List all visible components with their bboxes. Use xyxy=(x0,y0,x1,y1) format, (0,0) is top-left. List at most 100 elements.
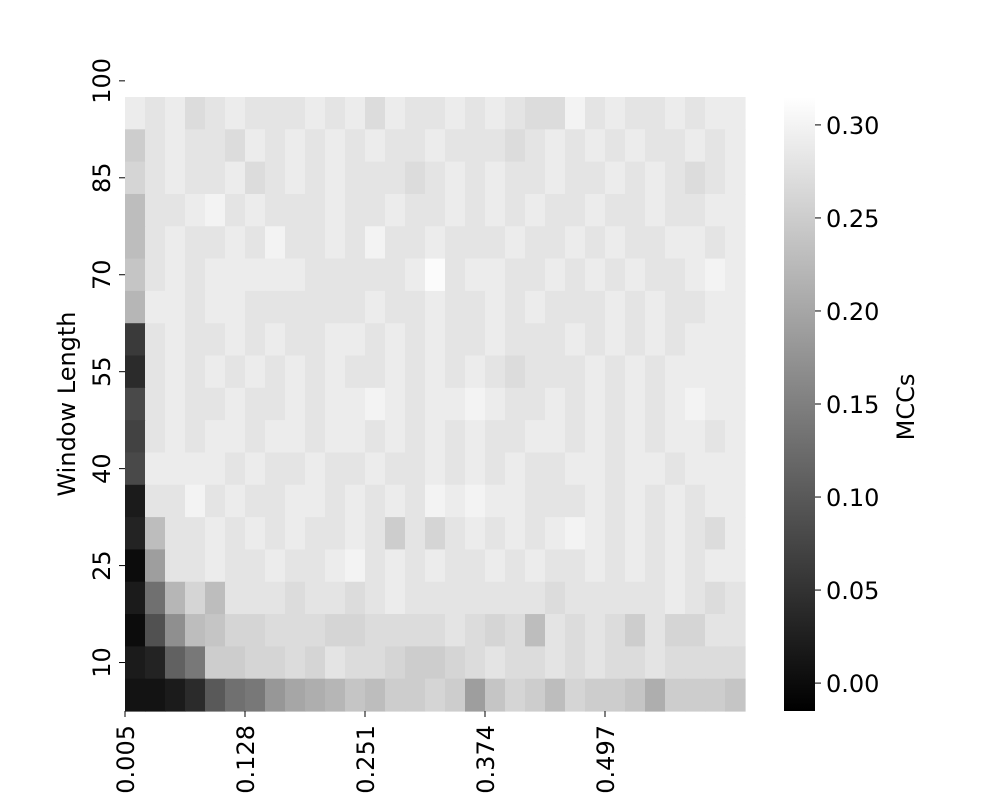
heatmap-cell xyxy=(285,161,306,195)
heatmap-cell xyxy=(305,420,326,454)
heatmap-cell xyxy=(385,258,406,292)
heatmap-cell xyxy=(665,355,686,389)
heatmap-cell xyxy=(485,452,506,486)
heatmap-cell xyxy=(645,161,666,195)
heatmap-cell xyxy=(245,452,266,486)
heatmap-cell xyxy=(505,646,526,680)
heatmap-cell xyxy=(605,226,626,260)
heatmap-cell xyxy=(625,226,646,260)
heatmap-cell xyxy=(405,581,426,615)
heatmap-cell xyxy=(265,193,286,227)
heatmap-cell xyxy=(125,678,146,712)
heatmap-cell xyxy=(125,258,146,292)
heatmap-cell xyxy=(725,387,746,421)
heatmap-cell xyxy=(205,161,226,195)
heatmap-cell xyxy=(365,484,386,518)
heatmap-cell xyxy=(145,97,166,130)
heatmap-cell xyxy=(545,258,566,292)
heatmap-cell xyxy=(645,517,666,551)
heatmap-cell xyxy=(145,646,166,680)
heatmap-cell xyxy=(525,193,546,227)
heatmap-cell xyxy=(665,581,686,615)
heatmap-cell xyxy=(585,97,606,130)
heatmap-cell xyxy=(265,387,286,421)
y-tick-label: 70 xyxy=(88,259,116,290)
heatmap-cell xyxy=(425,420,446,454)
heatmap-cell xyxy=(565,581,586,615)
heatmap-cell xyxy=(385,646,406,680)
heatmap-cell xyxy=(705,678,726,712)
heatmap-cell xyxy=(525,355,546,389)
heatmap-cell xyxy=(525,484,546,518)
heatmap-cell xyxy=(525,614,546,647)
heatmap-cell xyxy=(265,678,286,712)
heatmap-cell xyxy=(545,517,566,551)
heatmap-cell xyxy=(465,678,486,712)
heatmap-cell xyxy=(225,226,246,260)
heatmap-cell xyxy=(345,581,366,615)
heatmap-cell xyxy=(685,420,706,454)
heatmap-cell xyxy=(665,484,686,518)
heatmap-cell xyxy=(305,614,326,647)
heatmap-cell xyxy=(185,517,206,551)
heatmap-cell xyxy=(225,193,246,227)
heatmap-cell xyxy=(725,97,746,130)
heatmap-cell xyxy=(345,97,366,130)
heatmap-cell xyxy=(385,387,406,421)
heatmap-cell xyxy=(545,549,566,583)
heatmap-cell xyxy=(385,290,406,324)
heatmap-cell xyxy=(485,484,506,518)
heatmap-cell xyxy=(445,387,466,421)
heatmap-cell xyxy=(685,484,706,518)
heatmap-cell xyxy=(345,355,366,389)
heatmap-cell xyxy=(565,323,586,357)
y-axis-ticks: 10 25 40 55 70 85 100 xyxy=(88,58,125,678)
heatmap-cell xyxy=(205,549,226,583)
heatmap-cell xyxy=(245,420,266,454)
heatmap-cell xyxy=(285,646,306,680)
heatmap-cell xyxy=(385,452,406,486)
heatmap-cell xyxy=(285,420,306,454)
heatmap-cell xyxy=(605,614,626,647)
heatmap-cell xyxy=(165,226,186,260)
heatmap-cell xyxy=(605,678,626,712)
heatmap-cell xyxy=(565,549,586,583)
heatmap-cell xyxy=(725,581,746,615)
heatmap-cell xyxy=(685,129,706,163)
heatmap-cell xyxy=(165,161,186,195)
heatmap-cell xyxy=(245,355,266,389)
heatmap-cell xyxy=(185,161,206,195)
heatmap-cell xyxy=(185,646,206,680)
heatmap-cell xyxy=(565,646,586,680)
heatmap-cell xyxy=(585,193,606,227)
heatmap-cell xyxy=(305,484,326,518)
heatmap-cell xyxy=(245,549,266,583)
heatmap-cell xyxy=(345,258,366,292)
heatmap-cell xyxy=(685,290,706,324)
heatmap-cell xyxy=(625,484,646,518)
heatmap-cell xyxy=(505,226,526,260)
heatmap-cell xyxy=(265,129,286,163)
heatmap-cell xyxy=(245,258,266,292)
heatmap-cell xyxy=(365,646,386,680)
heatmap-cell xyxy=(625,678,646,712)
heatmap-cell xyxy=(325,323,346,357)
heatmap-cell xyxy=(725,452,746,486)
heatmap-cell xyxy=(485,614,506,647)
heatmap-cell xyxy=(665,549,686,583)
heatmap-cell xyxy=(565,97,586,130)
heatmap-cell xyxy=(205,387,226,421)
heatmap-cell xyxy=(545,614,566,647)
heatmap-cell xyxy=(365,226,386,260)
heatmap-cell xyxy=(125,355,146,389)
heatmap-cell xyxy=(445,549,466,583)
heatmap-cell xyxy=(725,129,746,163)
heatmap-cell xyxy=(645,646,666,680)
heatmap-cell xyxy=(545,355,566,389)
heatmap-cell xyxy=(505,581,526,615)
heatmap-cell xyxy=(465,97,486,130)
heatmap-cell xyxy=(465,549,486,583)
heatmap-cell xyxy=(465,484,486,518)
heatmap-cell xyxy=(465,290,486,324)
heatmap-cell xyxy=(345,646,366,680)
